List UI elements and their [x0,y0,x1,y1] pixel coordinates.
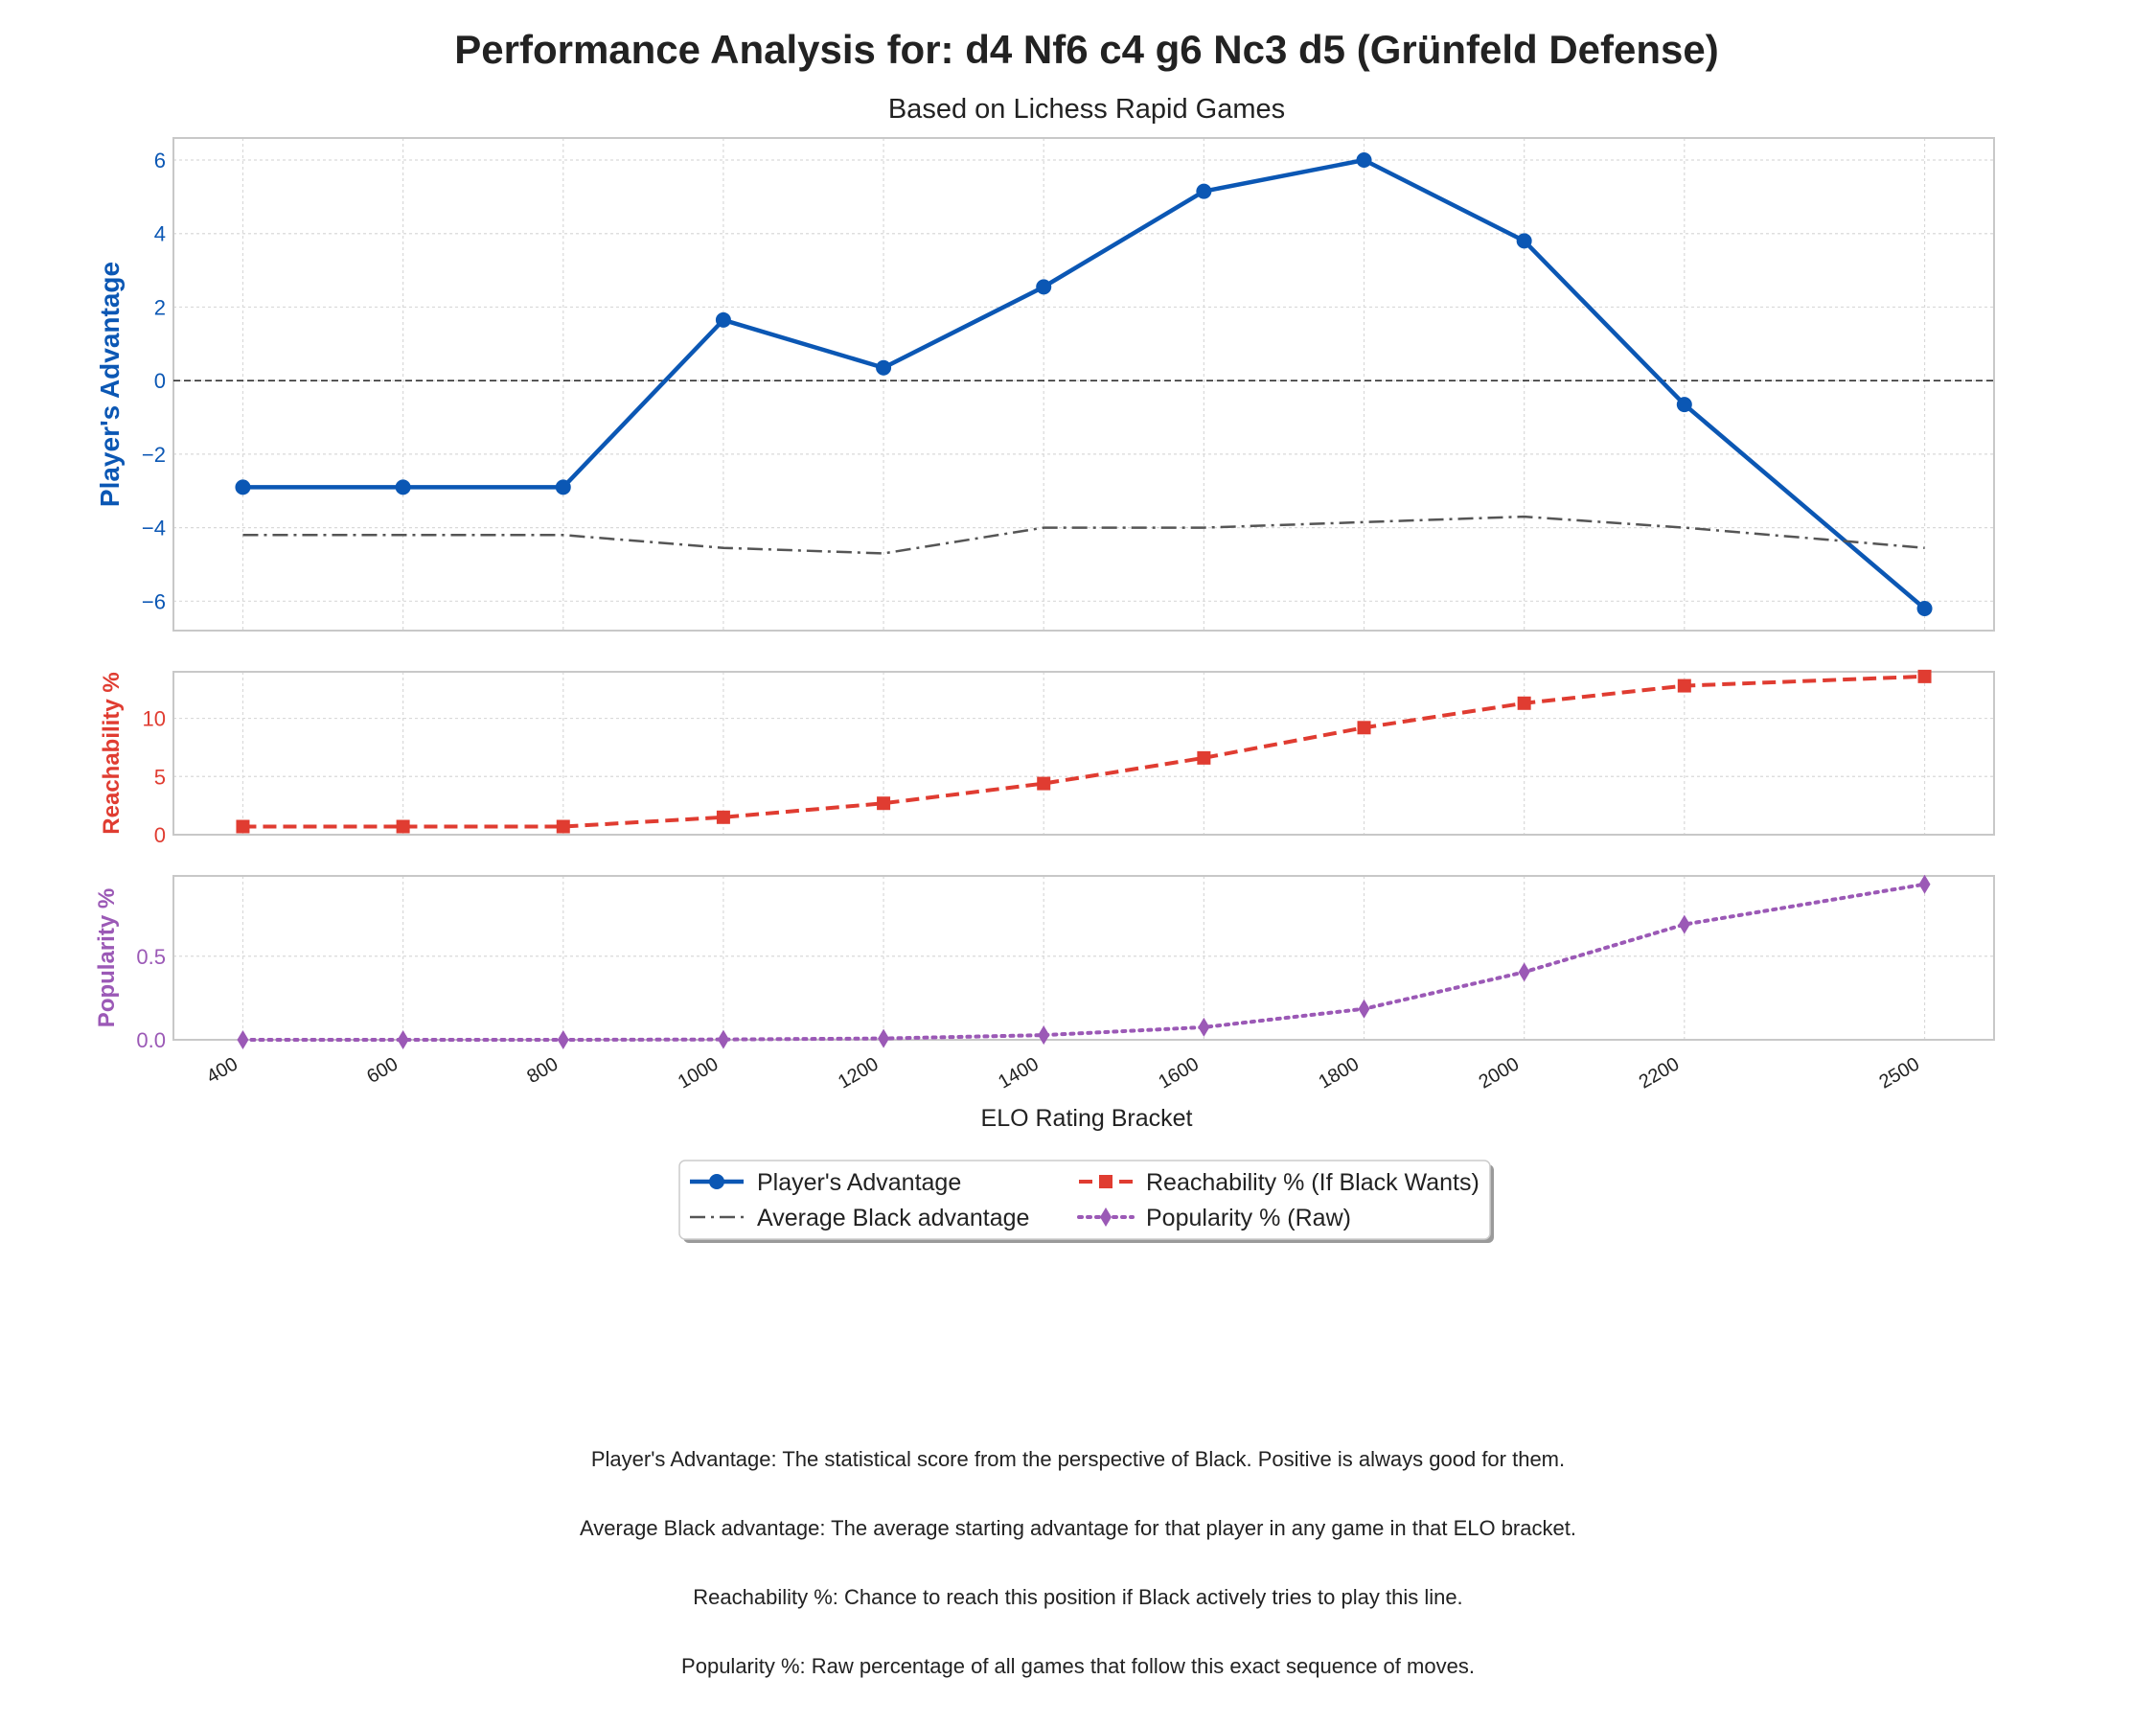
panel-frame [172,137,1995,632]
legend-label: Popularity % (Raw) [1146,1205,1351,1231]
y-axis-label: Player's Advantage [95,262,125,507]
panel-frame [172,875,1995,1041]
legend-entry-average-black-advantage: Average Black advantage [690,1205,1029,1231]
x-tick-label: 600 [363,1053,401,1088]
series-line [242,157,1926,610]
x-tick-labels: 400 600 800 1000 1200 1400 1600 1800 2000 2200 250… [203,1053,1923,1092]
x-tick-label: 800 [523,1053,562,1088]
data-point [715,311,731,328]
data-point [877,796,891,811]
x-tick-label: 1000 [675,1053,722,1092]
data-point [1036,279,1052,295]
series-average-black-advantage [242,515,1925,555]
legend-label: Reachability % (If Black Wants) [1146,1169,1479,1196]
data-point [395,479,411,495]
y-tick-label: 10 [143,707,166,731]
legend-marker [1099,1175,1112,1188]
y-tick-label: −2 [142,443,166,467]
legend-entry-player-s-advantage: Player's Advantage [690,1169,961,1196]
data-point [717,1029,729,1049]
x-tick-label: 2000 [1476,1053,1524,1092]
data-point [1516,233,1532,249]
note-average-black-advantage: Average Black advantage: The average sta… [580,1516,1576,1540]
series-player-s-advantage [235,152,1933,616]
panel-frame [172,671,1995,836]
data-point [1356,152,1372,169]
y-axis-label: Popularity % [94,888,120,1027]
x-axis-label: ELO Rating Bracket [981,1105,1193,1132]
panel-player-s-advantage: 6 4 2 0 −2 −4 −6 Player's Advantage [95,137,1995,632]
legend-entry-reachability-if-black-wants: Reachability % (If Black Wants) [1079,1169,1479,1196]
chart-title: Performance Analysis for: d4 Nf6 c4 g6 N… [454,27,1719,72]
data-point [557,1030,569,1049]
data-point [397,1030,409,1049]
y-tick-label: −4 [142,517,166,540]
series-line [242,674,1925,829]
data-point [1038,1025,1050,1046]
data-point [1196,183,1212,199]
chart-subtitle: Based on Lichess Rapid Games [888,94,1285,125]
x-tick-label: 400 [203,1053,241,1088]
y-tick-label: −6 [142,589,166,613]
x-tick-label: 1200 [835,1053,883,1092]
data-point [1357,721,1371,735]
x-tick-label: 1800 [1315,1053,1363,1092]
x-tick-label: 2200 [1636,1053,1684,1092]
data-point [1918,874,1931,894]
data-point [878,1028,890,1048]
note-players-advantage: Player's Advantage: The statistical scor… [590,1447,1566,1471]
data-point [1517,696,1531,710]
legend-box [678,1160,1491,1240]
data-point [1676,397,1692,413]
data-point [1518,962,1530,982]
data-point [237,1030,249,1049]
legend: Player's Advantage Average Black advantag… [678,1160,1494,1243]
series-reachability-if-black-wants [236,669,1932,834]
panel-reachability: 10 5 0 Reachability % [99,669,1995,847]
x-tick-label: 2500 [1876,1053,1924,1092]
data-point [1197,750,1211,765]
y-tick-label: 0.5 [136,945,166,969]
legend-marker [1100,1208,1112,1227]
legend-entry-popularity-raw: Popularity % (Raw) [1077,1205,1351,1231]
y-tick-label: 0 [154,369,166,393]
series-line [242,515,1925,555]
panel-popularity: 0.5 0.0 Popularity % [94,874,1995,1052]
legend-marker [709,1174,724,1189]
y-tick-label: 0.0 [136,1028,166,1052]
series-line [241,882,1927,1042]
data-point [876,359,892,376]
y-tick-label: 6 [154,149,166,172]
data-point [396,819,410,834]
data-point [716,810,730,824]
data-point [1916,600,1933,616]
data-point [235,479,251,495]
y-axis-label: Reachability % [99,672,125,834]
data-point [1678,914,1690,934]
data-point [1677,678,1691,693]
data-point [236,819,250,834]
plot-area: 6 4 2 0 −2 −4 −6 Player's Advantage 10 5 0 Reachabi… [94,137,1995,1093]
note-reachability: Reachability %: Chance to reach this pos… [693,1585,1463,1609]
y-tick-label: 5 [154,765,166,789]
y-tick-label: 2 [154,295,166,319]
data-point [1037,776,1051,791]
x-tick-label: 1600 [1155,1053,1203,1092]
note-popularity: Popularity %: Raw percentage of all game… [681,1654,1475,1678]
x-tick-label: 1400 [995,1053,1043,1092]
data-point [555,479,571,495]
y-tick-label: 4 [154,222,166,246]
legend-label: Average Black advantage [757,1205,1029,1231]
data-point [1198,1017,1210,1037]
notes-section: Player's Advantage: The statistical scor… [0,1447,2156,1723]
legend-label: Player's Advantage [757,1169,961,1196]
data-point [556,819,570,834]
y-tick-label: 0 [154,823,166,847]
data-point [1358,999,1370,1019]
data-point [1917,669,1932,683]
series-popularity-raw [237,874,1931,1049]
